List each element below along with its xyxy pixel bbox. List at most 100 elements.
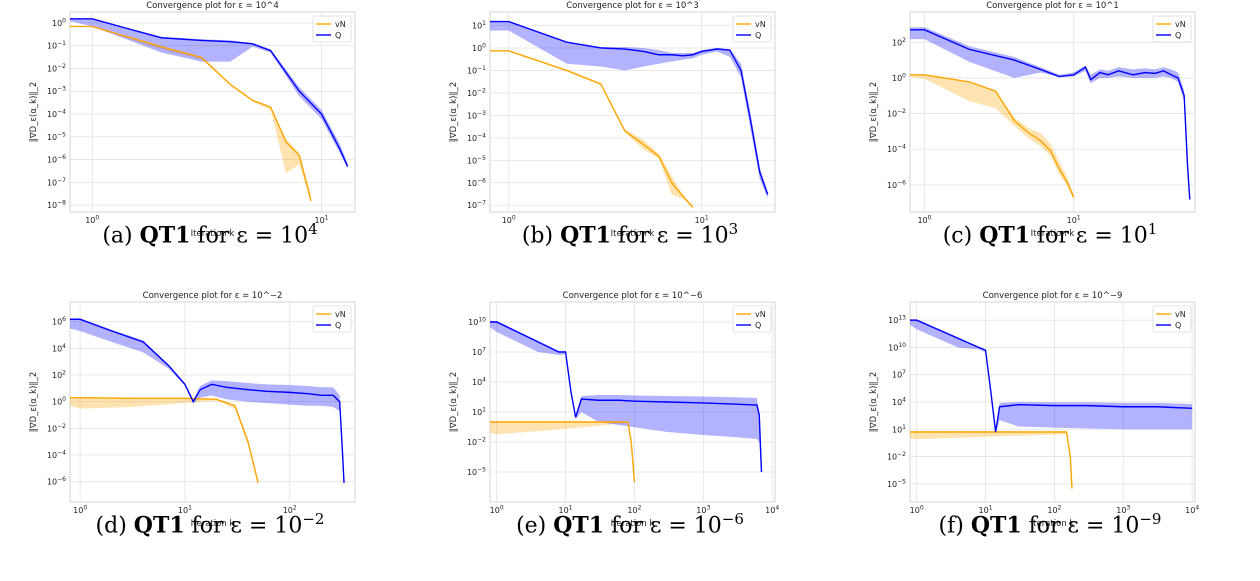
y-tick-label: 10−6	[47, 154, 66, 165]
caption-label: (d)	[95, 513, 134, 539]
caption-method: QT1	[139, 222, 191, 249]
y-tick-label: 102	[52, 370, 66, 381]
chart-svg-d: Convergence plot for ε = 10^−2 100 101 102 1…	[29, 291, 356, 529]
series-line-vN	[490, 50, 694, 208]
caption-method: QT1	[133, 512, 185, 539]
y-tick-label: 10−3	[47, 86, 66, 97]
x-tick-label: 102	[627, 505, 641, 516]
y-tick-label: 100	[52, 396, 66, 407]
y-tick-label: 10−7	[47, 177, 66, 188]
chart-title: Convergence plot for ε = 10^4	[146, 1, 279, 11]
chart-panel-d: Convergence plot for ε = 10^−2 100 101 102 1…	[10, 290, 410, 580]
band-Q	[70, 18, 348, 169]
caption-label: (e)	[516, 513, 554, 539]
band-Q	[490, 20, 768, 199]
y-tick-label: 100	[52, 17, 66, 28]
chart-title: Convergence plot for ε = 10^−9	[983, 291, 1123, 301]
plot-area	[909, 11, 1196, 213]
y-tick-label: 101	[472, 20, 486, 31]
x-axis-label: Iteration k	[611, 229, 655, 239]
y-tick-label: 10−4	[47, 450, 66, 461]
caption-text: for ε = 10	[1030, 223, 1148, 249]
y-axis-label: ‖∇D_ε(α_k)‖_2	[449, 82, 459, 143]
x-tick-label: 101	[178, 505, 192, 516]
legend-label-Q: Q	[335, 321, 341, 330]
caption-text: for ε = 10	[1021, 513, 1140, 539]
panel-caption: (e) QT1 for ε = 10−6	[430, 510, 830, 538]
chart-title: Convergence plot for ε = 10^−2	[143, 291, 283, 301]
series-line-Q	[70, 18, 349, 167]
x-tick-label: 100	[502, 215, 516, 226]
x-tick-label: 100	[73, 505, 87, 516]
y-tick-label: 1010	[888, 342, 906, 353]
y-tick-label: 10−2	[887, 108, 906, 119]
caption-method: QT1	[560, 222, 611, 249]
caption-text: for ε = 10	[610, 223, 729, 249]
x-tick-label: 101	[695, 215, 709, 226]
chart-panel-f: Convergence plot for ε = 10^−9 100 101 102 1…	[850, 290, 1250, 580]
series-line-Q	[910, 319, 1193, 433]
panel-caption: (a) QT1 for ε = 104	[10, 220, 410, 248]
chart-svg-f: Convergence plot for ε = 10^−9 100 101 102 1…	[869, 291, 1199, 529]
series-line-vN	[490, 421, 636, 483]
panel-caption: (c) QT1 for ε = 101	[850, 220, 1250, 248]
legend-label-Q: Q	[755, 321, 761, 330]
x-axis-label: Iteration k	[611, 519, 655, 529]
x-tick-label: 103	[696, 505, 710, 516]
x-tick-label: 104	[1185, 505, 1199, 516]
legend-label-Q: Q	[1175, 321, 1181, 330]
y-tick-label: 107	[472, 347, 486, 358]
series-line-Q	[490, 321, 763, 473]
x-tick-label: 103	[1116, 505, 1130, 516]
x-tick-label: 100	[85, 215, 99, 226]
y-tick-label: 10−3	[467, 110, 486, 121]
caption-text: for ε = 10	[184, 513, 303, 539]
y-tick-label: 100	[892, 72, 906, 83]
chart-svg-b: Convergence plot for ε = 10^3 100 101 10−7 1…	[449, 1, 776, 239]
x-axis-label: Iteration k	[191, 229, 235, 239]
band-Q	[490, 320, 762, 476]
y-tick-label: 1013	[888, 315, 906, 326]
y-tick-label: 10−1	[467, 65, 486, 76]
y-tick-label: 10−6	[887, 179, 906, 190]
caption-method: QT1	[553, 512, 605, 539]
legend-label-vN: vN	[335, 20, 346, 29]
y-tick-label: 10−6	[467, 177, 486, 188]
legend-label-Q: Q	[335, 31, 341, 40]
caption-label: (a)	[102, 223, 140, 249]
band-vN	[490, 50, 693, 208]
legend-label-vN: vN	[1175, 310, 1186, 319]
y-tick-label: 10−2	[887, 451, 906, 462]
caption-exponent: 1	[1147, 220, 1158, 238]
chart-panel-c: Convergence plot for ε = 10^1 100 101 10−6 1…	[850, 0, 1250, 290]
y-tick-label: 101	[472, 407, 486, 418]
legend-label-vN: vN	[755, 310, 766, 319]
caption-exponent: −6	[721, 510, 744, 528]
chart-panel-b: Convergence plot for ε = 10^3 100 101 10−7 1…	[430, 0, 830, 290]
caption-text: for ε = 10	[190, 223, 309, 249]
y-axis-label: ‖∇D_ε(α_k)‖_2	[869, 82, 879, 143]
y-tick-label: 10−5	[467, 467, 486, 478]
chart-title: Convergence plot for ε = 10^1	[986, 1, 1119, 11]
band-vN	[490, 421, 635, 483]
y-tick-label: 101	[892, 424, 906, 435]
x-tick-label: 101	[559, 505, 573, 516]
chart-title: Convergence plot for ε = 10^3	[566, 1, 699, 11]
band-vN	[910, 431, 1072, 491]
y-tick-label: 106	[52, 316, 66, 327]
y-tick-label: 10−1	[47, 40, 66, 51]
y-tick-label: 10−2	[47, 423, 66, 434]
y-axis-label: ‖∇D_ε(α_k)‖_2	[869, 372, 879, 433]
x-tick-label: 102	[283, 505, 297, 516]
y-tick-label: 10−2	[467, 87, 486, 98]
series-line-Q	[490, 20, 769, 195]
x-tick-label: 102	[1047, 505, 1061, 516]
y-axis-label: ‖∇D_ε(α_k)‖_2	[29, 372, 39, 433]
y-tick-label: 104	[52, 343, 66, 354]
x-tick-label: 101	[979, 505, 993, 516]
caption-method: QT1	[970, 512, 1022, 539]
x-axis-label: Iteration k	[1031, 229, 1075, 239]
series-line-Q	[70, 318, 345, 484]
y-tick-label: 10−6	[47, 476, 66, 487]
chart-panel-a: Convergence plot for ε = 10^4 100 101 10−8 1…	[10, 0, 410, 290]
